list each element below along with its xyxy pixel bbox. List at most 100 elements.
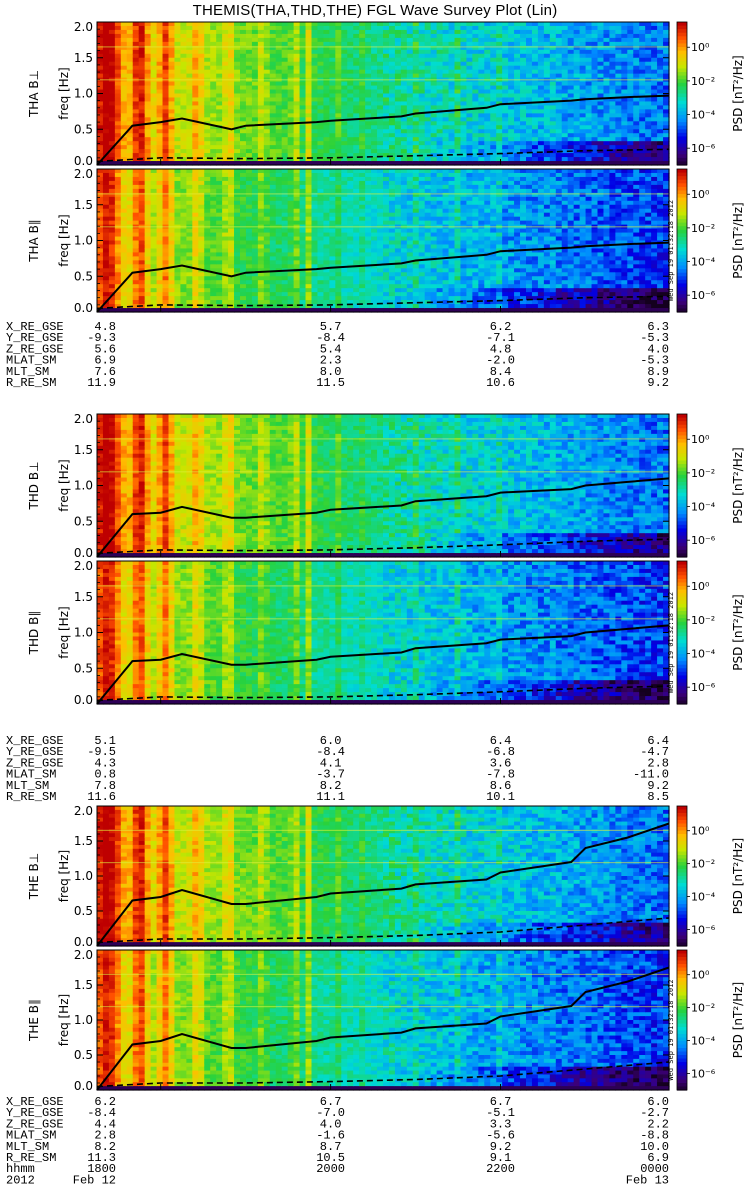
spectrogram-cell — [627, 153, 634, 158]
spectrogram-cell — [335, 93, 342, 99]
spectrogram-cell — [102, 125, 110, 130]
spectrogram-cell — [567, 117, 575, 122]
spectrogram-cell — [400, 41, 408, 47]
spectrogram-cell — [549, 121, 557, 126]
spectrogram-cell — [174, 37, 182, 43]
spectrogram-cell — [305, 212, 313, 218]
spectrogram-cell — [198, 276, 205, 281]
spectrogram-cell — [341, 149, 348, 154]
spectrogram-cell — [394, 29, 402, 35]
spectrogram-cell — [454, 69, 462, 75]
spectrogram-cell — [311, 284, 319, 289]
spectrogram-cell — [198, 117, 205, 122]
spectrogram-cell — [114, 220, 122, 226]
spectrogram-cell — [228, 109, 235, 114]
spectrogram-cell — [287, 29, 295, 35]
spectrogram-cell — [514, 25, 521, 31]
spectrogram-cell — [317, 240, 325, 246]
spectrogram-cell — [460, 105, 468, 110]
spectrogram-cell — [323, 57, 330, 63]
spectrogram-cell — [269, 125, 277, 130]
spectrogram-cell — [514, 57, 521, 63]
spectrogram-cell — [108, 125, 116, 130]
spectrogram-cell — [359, 149, 366, 154]
spectrogram-cell — [150, 69, 158, 75]
spectrogram-cell — [168, 33, 176, 39]
spectrogram-cell — [567, 33, 575, 39]
spectrogram-cell — [585, 117, 593, 122]
spectrogram-cell — [102, 240, 110, 246]
spectrogram-cell — [657, 49, 664, 55]
spectrogram-cell — [198, 228, 205, 234]
spectrogram-cell — [162, 97, 170, 103]
spectrogram-cell — [138, 236, 146, 242]
spectrogram-cell — [329, 61, 336, 67]
spectrogram-cell — [144, 69, 152, 75]
spectrogram-cell — [174, 204, 182, 210]
spectrogram-cell — [204, 117, 211, 122]
spectrogram-cell — [537, 29, 545, 35]
spectrogram-cell — [257, 180, 265, 186]
spectrogram-cell — [424, 53, 432, 59]
spectrogram-cell — [531, 125, 539, 130]
spectrogram-cell — [621, 125, 628, 130]
spectrogram-cell — [651, 129, 658, 134]
spectrogram-cell — [537, 49, 545, 55]
spectrogram-cell — [555, 69, 563, 75]
spectrogram-cell — [561, 65, 569, 71]
spectrogram-cell — [222, 73, 229, 79]
spectrogram-cell — [609, 133, 616, 138]
spectrogram-cell — [305, 105, 313, 110]
spectrogram-cell — [174, 121, 182, 126]
spectrogram-cell — [168, 37, 176, 43]
plot-title: THEMIS(THA,THD,THE) FGL Wave Survey Plot… — [0, 2, 750, 19]
spectrogram-cell — [561, 61, 569, 67]
spectrogram-cell — [526, 53, 533, 59]
spectrogram-cell — [293, 29, 301, 35]
spectrogram-cell — [275, 61, 283, 67]
spectrogram-cell — [281, 141, 289, 146]
spectrogram-cell — [263, 57, 271, 63]
spectrogram-cell — [234, 300, 241, 305]
spectrogram-cell — [490, 53, 497, 59]
spectrogram-cell — [305, 236, 313, 242]
spectrogram-cell — [275, 137, 283, 142]
colorbar-segment — [677, 147, 687, 152]
spectrogram-cell — [186, 200, 193, 206]
spectrogram-cell — [526, 141, 533, 146]
spectrogram-cell — [639, 97, 646, 103]
spectrogram-cell — [383, 97, 390, 103]
spectrogram-cell — [663, 109, 670, 114]
spectrogram-cell — [585, 153, 593, 158]
spectrogram-cell — [114, 256, 122, 261]
spectrogram-cell — [502, 133, 509, 138]
spectrogram-cell — [222, 121, 229, 126]
spectrogram-cell — [174, 161, 182, 166]
spectrogram-cell — [365, 137, 372, 142]
spectrogram-cell — [299, 129, 307, 134]
spectrogram-cell — [418, 69, 426, 75]
spectrogram-cell — [442, 37, 450, 43]
spectrogram-cell — [174, 61, 182, 67]
spectrogram-cell — [442, 105, 450, 110]
spectrogram-cell — [323, 228, 330, 234]
spectrogram-cell — [192, 180, 199, 186]
spectrogram-cell — [287, 141, 295, 146]
spectrogram-cell — [478, 161, 485, 166]
spectrogram-cell — [257, 196, 265, 202]
spectrogram-cell — [323, 117, 330, 122]
spectrogram-cell — [180, 252, 187, 257]
spectrogram-cell — [657, 73, 664, 79]
spectrogram-cell — [478, 113, 485, 118]
spectrogram-cell — [234, 204, 241, 210]
spectrogram-cell — [311, 308, 319, 313]
spectrogram-cell — [639, 73, 646, 79]
spectrogram-cell — [615, 61, 622, 67]
spectrogram-cell — [520, 61, 527, 67]
spectrogram-cell — [150, 232, 158, 238]
spectrogram-cell — [234, 137, 241, 142]
spectrogram-cell — [317, 153, 325, 158]
spectrogram-cell — [120, 220, 128, 226]
spectrogram-cell — [353, 25, 360, 31]
spectrogram-cell — [388, 85, 396, 91]
